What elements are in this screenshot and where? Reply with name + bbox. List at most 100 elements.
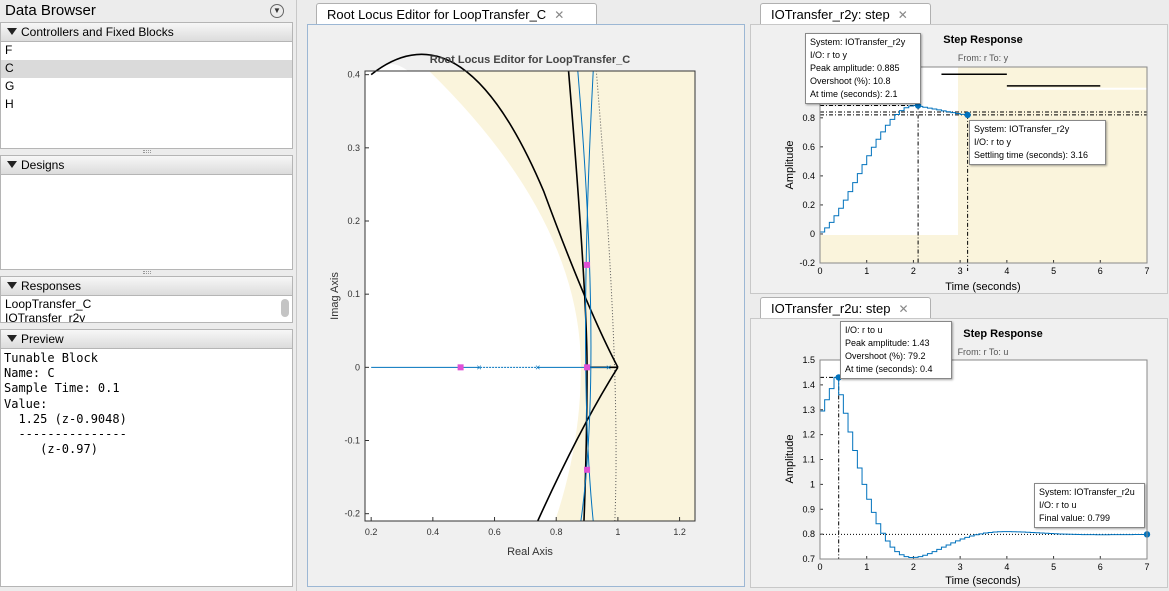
preview-section-header[interactable]: Preview bbox=[0, 329, 293, 349]
y-tick-label: 1.3 bbox=[802, 405, 815, 415]
x-tick-label: 7 bbox=[1144, 562, 1149, 572]
close-icon[interactable]: ✕ bbox=[898, 302, 909, 316]
plot-subtitle: From: r To: u bbox=[958, 347, 1009, 357]
datatip-line: Overshoot (%): 10.8 bbox=[810, 76, 891, 86]
closed-loop-pole bbox=[457, 364, 464, 371]
locus-curves bbox=[370, 53, 619, 522]
resize-grip[interactable] bbox=[143, 150, 151, 153]
x-tick-label: 1 bbox=[864, 562, 869, 572]
data-browser-panel: Data Browser ▼ Controllers and Fixed Blo… bbox=[0, 0, 297, 591]
list-item-iotransfer[interactable]: IOTransfer_r2y bbox=[5, 311, 86, 323]
step-r2y-canvas: 0 1 2 3 4 5 6 7 -0.2 0 0.2 0.4 0.6 0.8 Step Response … bbox=[750, 24, 1168, 294]
axes-ticks: 0.2 0.4 0.6 0.8 1 1.2 -0.2 -0.1 0 0.1 0.2 0.3 0.4 bbox=[344, 70, 685, 537]
y-tick-label: 1.5 bbox=[802, 355, 815, 365]
datatip-line: System: IOTransfer_r2y bbox=[810, 37, 906, 47]
y-tick-label: 1 bbox=[810, 479, 815, 489]
responses-list: LoopTransfer_C IOTransfer_r2y bbox=[0, 296, 293, 323]
designs-section-header[interactable]: Designs bbox=[0, 155, 293, 175]
x-tick-label: 0 bbox=[817, 266, 822, 276]
y-tick-label: 0.4 bbox=[802, 171, 815, 181]
y-axis-label: Amplitude bbox=[784, 435, 796, 484]
step-r2u-plot[interactable]: 0 1 2 3 4 5 6 7 0.7 0.8 0.9 1 1.1 1.2 1.3 1.4 1.5 Step R… bbox=[751, 319, 1167, 587]
final-value-datatip[interactable]: System: IOTransfer_r2u I/O: r to u Final… bbox=[1034, 483, 1145, 528]
root-locus-plot[interactable]: 0.2 0.4 0.6 0.8 1 1.2-0.2-0.100.10.20.30.4 × ×… bbox=[308, 25, 744, 586]
plot-title: Step Response bbox=[963, 328, 1042, 340]
datatip-line: Peak amplitude: 0.885 bbox=[810, 63, 900, 73]
x-tick-label: 2 bbox=[911, 266, 916, 276]
preview-line: 1.25 (z-0.9048) bbox=[4, 411, 127, 426]
tab-root-locus[interactable]: Root Locus Editor for LoopTransfer_C ✕ bbox=[316, 3, 597, 25]
x-tick-label: 1.2 bbox=[673, 527, 686, 537]
collapse-triangle-icon bbox=[7, 335, 17, 342]
stability-region bbox=[365, 63, 695, 522]
plot-subtitle: From: r To: y bbox=[958, 53, 1009, 63]
tab-step-r2u[interactable]: IOTransfer_r2u: step ✕ bbox=[760, 297, 931, 319]
axes-box bbox=[819, 359, 1148, 560]
y-tick-label: 0.1 bbox=[347, 289, 360, 299]
collapse-triangle-icon bbox=[7, 28, 17, 35]
locus-branch bbox=[567, 70, 588, 522]
collapse-triangle-icon bbox=[7, 282, 17, 289]
y-tick-label: 0.8 bbox=[802, 529, 815, 539]
controllers-section-header[interactable]: Controllers and Fixed Blocks bbox=[0, 22, 293, 42]
x-tick-label: 3 bbox=[958, 562, 963, 572]
x-tick-label: 1 bbox=[615, 527, 620, 537]
settling-datatip[interactable]: System: IOTransfer_r2y I/O: r to y Settl… bbox=[969, 120, 1106, 165]
x-tick-label: 4 bbox=[1004, 562, 1009, 572]
data-browser-title: Data Browser bbox=[5, 2, 96, 19]
peak-datatip[interactable]: System: IOTransfer_r2y I/O: r to y Peak … bbox=[805, 33, 921, 104]
closed-loop-pole bbox=[584, 364, 591, 371]
datatip-line: System: IOTransfer_r2u bbox=[1039, 487, 1135, 497]
controllers-list: F C G H bbox=[0, 42, 293, 149]
responses-scrollbar[interactable] bbox=[281, 299, 289, 317]
designs-list bbox=[0, 175, 293, 270]
tab-step-r2y[interactable]: IOTransfer_r2y: step ✕ bbox=[760, 3, 931, 25]
x-tick-label: 6 bbox=[1098, 562, 1103, 572]
y-tick-label: 1.2 bbox=[802, 430, 815, 440]
x-tick-label: 7 bbox=[1144, 266, 1149, 276]
preview-line: (z-0.97) bbox=[4, 442, 98, 457]
x-tick-label: 0.2 bbox=[365, 527, 378, 537]
peak-datatip[interactable]: I/O: r to u Peak amplitude: 1.43 Oversho… bbox=[840, 321, 952, 379]
x-tick-label: 3 bbox=[958, 266, 963, 276]
closed-loop-pole bbox=[584, 466, 591, 473]
list-item-g[interactable]: G bbox=[5, 79, 15, 93]
section-label: Controllers and Fixed Blocks bbox=[21, 25, 174, 39]
y-tick-label: 0.2 bbox=[802, 200, 815, 210]
locus-branch-blue bbox=[585, 70, 594, 522]
x-tick-label: 4 bbox=[1004, 266, 1009, 276]
preview-line: Value: bbox=[4, 396, 48, 411]
circle-chevron-down-icon[interactable]: ▼ bbox=[270, 4, 284, 18]
tab-label: IOTransfer_r2y: step bbox=[771, 7, 890, 22]
x-tick-label: 0.6 bbox=[488, 527, 501, 537]
y-tick-label: 0 bbox=[810, 229, 815, 239]
y-tick-label: 0.3 bbox=[347, 143, 360, 153]
x-tick-label: 0.4 bbox=[427, 527, 440, 537]
x-tick-label: 1 bbox=[864, 266, 869, 276]
close-icon[interactable]: ✕ bbox=[897, 8, 908, 22]
list-item-f[interactable]: F bbox=[5, 43, 13, 57]
stable-region-fill bbox=[429, 71, 695, 521]
x-axis-label: Time (seconds) bbox=[945, 575, 1020, 587]
y-axis-label: Imag Axis bbox=[329, 272, 341, 320]
list-item-h[interactable]: H bbox=[5, 97, 14, 111]
settling-marker bbox=[964, 111, 971, 119]
pole-markers[interactable]: × × × bbox=[457, 261, 612, 473]
y-tick-label: -0.2 bbox=[344, 509, 360, 519]
root-locus-canvas: 0.2 0.4 0.6 0.8 1 1.2 -0.2 -0.1 0 0.1 0.2 0.3 0.4 × ×… bbox=[307, 24, 745, 587]
x-axis-label: Time (seconds) bbox=[945, 281, 1020, 293]
preview-line: Tunable Block bbox=[4, 351, 98, 365]
step-r2u-canvas: 0 1 2 3 4 5 6 7 0.7 0.8 0.9 1 1.1 1.2 1.3 1.4 1.5 Step R… bbox=[750, 318, 1168, 588]
list-item-c[interactable]: C bbox=[1, 60, 292, 78]
datatip-line: At time (seconds): 2.1 bbox=[810, 89, 898, 99]
locus-branch-blue bbox=[577, 70, 592, 522]
resize-grip[interactable] bbox=[143, 271, 151, 274]
close-icon[interactable]: ✕ bbox=[554, 8, 565, 22]
datatip-line: I/O: r to y bbox=[810, 50, 848, 60]
x-tick-label: 2 bbox=[911, 562, 916, 572]
datatip-line: Settling time (seconds): 3.16 bbox=[974, 150, 1089, 160]
x-tick-label: 5 bbox=[1051, 562, 1056, 572]
responses-section-header[interactable]: Responses bbox=[0, 276, 293, 296]
section-label: Designs bbox=[21, 158, 65, 172]
list-item-looptransfer[interactable]: LoopTransfer_C bbox=[5, 297, 92, 311]
